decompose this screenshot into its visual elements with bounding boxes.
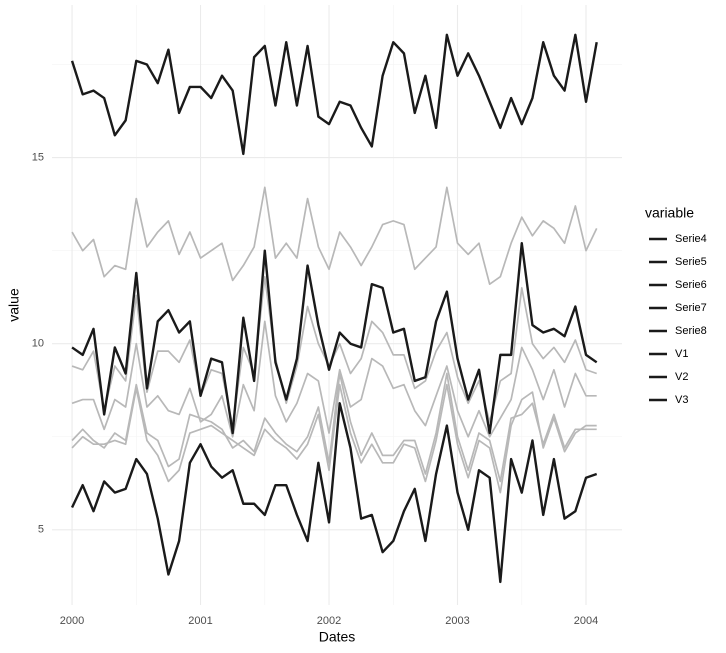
legend-title: variable (645, 205, 694, 221)
series-line (71, 186, 598, 286)
legend-label: Serie6 (675, 279, 707, 291)
x-tick-label: 2003 (445, 615, 469, 627)
y-tick-label: 10 (32, 338, 44, 350)
legend: Serie4 Serie5 Serie6 Serie7 Serie8 V1 V2 V3 (649, 233, 707, 406)
x-tick-label: 2000 (60, 615, 84, 627)
y-axis-title: value (6, 288, 22, 322)
legend-label: Serie7 (675, 302, 707, 314)
series-line (71, 242, 598, 435)
x-tick-label: 2004 (574, 615, 598, 627)
legend-label: V1 (675, 348, 688, 360)
series-line (71, 320, 597, 438)
legend-label: V2 (675, 371, 688, 383)
series-line (70, 402, 598, 584)
series-line (71, 372, 597, 483)
x-axis-title: Dates (319, 629, 356, 645)
legend-label: Serie4 (675, 233, 707, 245)
x-tick-label: 2002 (317, 615, 341, 627)
legend-label: V3 (675, 394, 688, 406)
legend-label: Serie5 (675, 256, 707, 268)
x-tick-label: 2001 (188, 615, 212, 627)
series-line (71, 383, 597, 494)
grid (52, 5, 622, 605)
legend-label: Serie8 (675, 325, 707, 337)
series-line (70, 33, 598, 156)
y-tick-label: 5 (38, 524, 44, 536)
y-tick-label: 15 (32, 152, 44, 164)
